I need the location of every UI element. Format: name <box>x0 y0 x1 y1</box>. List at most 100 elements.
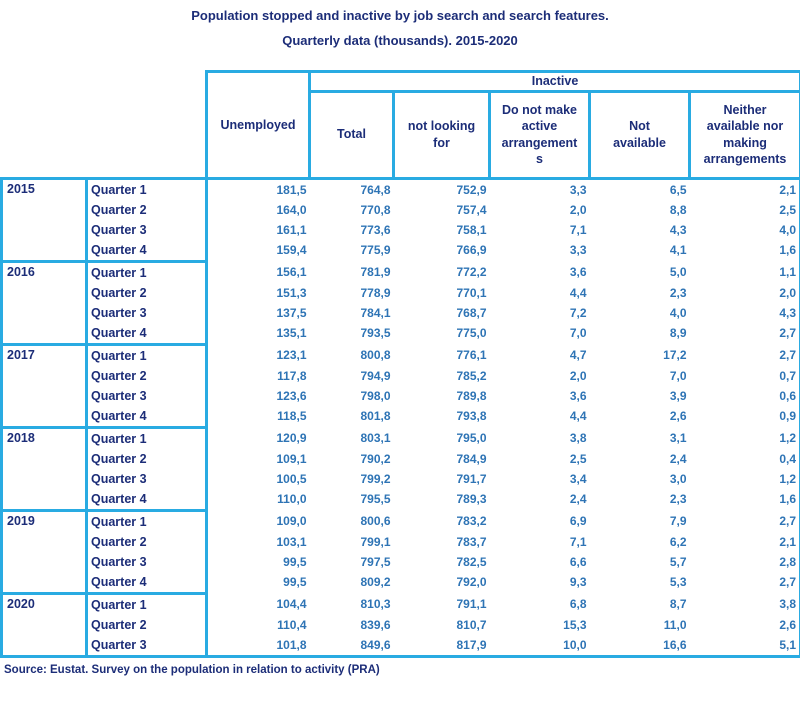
value-cell: 770,8 <box>360 202 391 217</box>
value-cell: 3,8 <box>689 593 800 615</box>
value-cell: 110,4 <box>277 617 307 632</box>
value-cell: 156,1 <box>276 264 307 279</box>
table-row: Quarter 2 117,8 794,9 785,2 2,0 7,0 0,7 <box>2 365 800 386</box>
table-body: 2015 Quarter 1 181,5 764,8 752,9 3,3 6,5 2,1 Qua… <box>0 176 800 658</box>
value-cell: 2,8 <box>689 551 800 572</box>
year-cell: 2016 <box>0 259 88 346</box>
value-cell: 773,6 <box>360 222 391 237</box>
value-cell: 794,9 <box>360 368 391 383</box>
year-cell: 2018 <box>0 425 88 512</box>
value-cell: 5,0 <box>669 264 687 279</box>
table-row: Quarter 4 110,0 795,5 789,3 2,4 2,3 1,6 <box>2 488 800 512</box>
value-cell: 6,9 <box>569 513 587 528</box>
value-cell: 99,5 <box>283 575 307 590</box>
value-cell: 2,7 <box>689 322 800 344</box>
value-cell: 785,2 <box>456 368 487 383</box>
value-cell: 781,9 <box>360 264 391 279</box>
value-cell: 5,7 <box>669 554 687 569</box>
value-cell: 6,5 <box>669 182 687 197</box>
value-cell: 4,0 <box>669 305 687 320</box>
value-cell: 3,3 <box>569 243 587 258</box>
value-cell: 117,8 <box>277 368 307 383</box>
value-cell: 164,0 <box>276 202 307 217</box>
value-cell: 137,5 <box>276 305 307 320</box>
quarter-cell: Quarter 1 <box>85 176 208 200</box>
value-cell: 151,3 <box>276 285 307 300</box>
value-cell: 2,3 <box>669 492 687 507</box>
header-row-sub: Total not looking for Do not make active a… <box>2 89 800 180</box>
quarter-cell: Quarter 1 <box>85 259 208 283</box>
table-row: Quarter 4 159,4 775,9 766,9 3,3 4,1 1,6 <box>2 239 800 263</box>
value-cell: 2,7 <box>689 344 800 366</box>
value-cell: 2,6 <box>689 614 800 635</box>
value-cell: 817,9 <box>393 634 490 658</box>
column-header-label: Do not make active arrangements <box>501 102 578 167</box>
value-cell: 3,9 <box>669 388 687 403</box>
quarter-cell: Quarter 3 <box>85 551 208 572</box>
value-cell: 101,8 <box>206 634 310 658</box>
value-cell: 4,4 <box>569 409 587 424</box>
value-cell: 4,0 <box>689 219 800 240</box>
value-cell: 775,9 <box>360 243 391 258</box>
value-cell: 776,1 <box>456 347 487 362</box>
column-header-unemployed: Unemployed <box>205 70 311 180</box>
table-row: Quarter 2 164,0 770,8 757,4 2,0 8,8 2,5 <box>2 199 800 220</box>
value-cell: 1,6 <box>689 239 800 261</box>
value-cell: 110,0 <box>277 492 307 507</box>
value-cell: 799,2 <box>360 471 391 486</box>
value-cell: 792,0 <box>456 575 487 590</box>
source-note: Source: Eustat. Survey on the population… <box>4 663 380 676</box>
table-row: Quarter 3 100,5 799,2 791,7 3,4 3,0 1,2 <box>2 468 800 489</box>
value-cell: 7,0 <box>669 368 687 383</box>
column-header-label: Neither available nor making arrangement… <box>703 102 787 167</box>
value-cell: 99,5 <box>283 554 307 569</box>
quarter-cell: Quarter 1 <box>85 591 208 615</box>
value-cell: 15,3 <box>563 617 587 632</box>
table-row: 2017 Quarter 1 123,1 800,8 776,1 4,7 17,2 2,7 <box>0 342 800 429</box>
value-cell: 120,9 <box>276 430 307 445</box>
value-cell: 17,2 <box>663 347 687 362</box>
table-row: 2015 Quarter 1 181,5 764,8 752,9 3,3 6,5 2,1 <box>0 176 800 263</box>
year-cell: 2020 <box>0 591 88 658</box>
value-cell: 775,0 <box>456 326 487 341</box>
value-cell: 3,4 <box>569 471 587 486</box>
table-row: Quarter 2 103,1 799,1 783,7 7,1 6,2 2,1 <box>2 531 800 552</box>
table-row: Quarter 2 151,3 778,9 770,1 4,4 2,3 2,0 <box>2 282 800 303</box>
table-row: 2019 Quarter 1 109,0 800,6 783,2 6,9 7,9 2,7 <box>0 508 800 595</box>
value-cell: 0,6 <box>689 385 800 406</box>
value-cell: 798,0 <box>360 388 391 403</box>
year-cell: 2015 <box>0 176 88 263</box>
value-cell: 3,1 <box>669 430 687 445</box>
value-cell: 10,0 <box>489 634 590 658</box>
value-cell: 9,3 <box>569 575 587 590</box>
value-cell: 118,5 <box>277 409 307 424</box>
table-row: Quarter 2 109,1 790,2 784,9 2,5 2,4 0,4 <box>2 448 800 469</box>
value-cell: 2,6 <box>669 409 687 424</box>
value-cell: 4,1 <box>669 243 687 258</box>
value-cell: 123,6 <box>276 388 307 403</box>
header-row-top: Unemployed Inactive <box>2 70 800 180</box>
value-cell: 4,4 <box>569 285 587 300</box>
value-cell: 2,0 <box>569 202 587 217</box>
value-cell: 109,1 <box>276 451 307 466</box>
value-cell: 3,0 <box>669 471 687 486</box>
value-cell: 135,1 <box>276 326 307 341</box>
value-cell: 800,8 <box>360 347 391 362</box>
table-row: 2020 Quarter 1 104,4 810,3 791,1 6,8 8,7 3,8 <box>0 591 800 658</box>
value-cell: 0,4 <box>689 448 800 469</box>
value-cell: 770,1 <box>456 285 487 300</box>
value-cell: 3,6 <box>569 264 587 279</box>
header-spacer <box>2 72 207 179</box>
value-cell: 3,6 <box>569 388 587 403</box>
value-cell: 795,5 <box>360 492 391 507</box>
value-cell: 784,9 <box>456 451 487 466</box>
value-cell: 7,9 <box>669 513 687 528</box>
data-table: Unemployed Inactive Total not looking for… <box>0 70 800 658</box>
value-cell: 5,1 <box>689 634 800 658</box>
value-cell: 839,6 <box>360 617 391 632</box>
value-cell: 123,1 <box>276 347 307 362</box>
value-cell: 100,5 <box>276 471 307 486</box>
quarter-cell: Quarter 1 <box>85 425 208 449</box>
value-cell: 752,9 <box>456 182 487 197</box>
value-cell: 1,1 <box>689 261 800 283</box>
